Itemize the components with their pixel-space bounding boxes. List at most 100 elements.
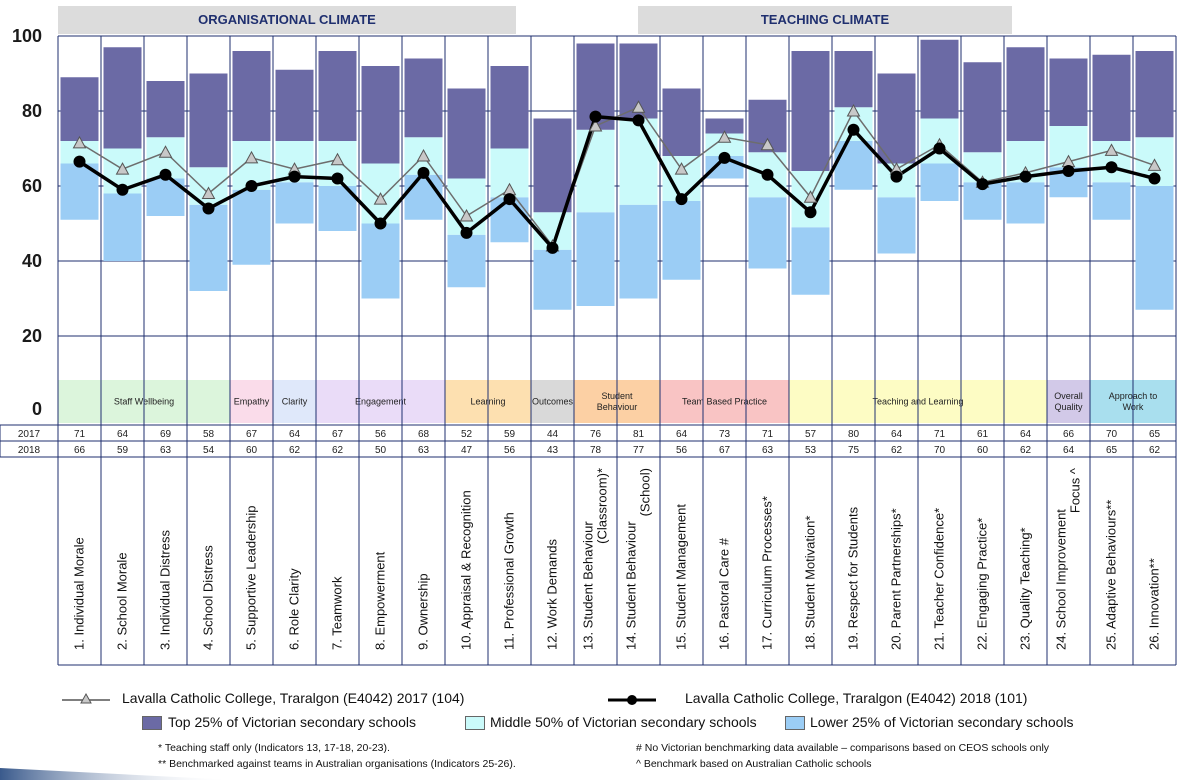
table-cell: 68 <box>418 429 430 440</box>
benchmark-top-bar <box>1092 54 1131 141</box>
benchmark-top-bar <box>920 39 959 119</box>
group-label: Outcomes <box>532 397 574 407</box>
data-point-2017 <box>717 130 732 143</box>
footnote-catholic: ^ Benchmark based on Australian Catholic… <box>636 758 872 770</box>
data-point-2018 <box>546 241 559 254</box>
group-band <box>1047 380 1090 423</box>
table-cell: 76 <box>590 429 602 440</box>
data-point-2017 <box>158 145 173 158</box>
benchmark-middle-bar <box>447 178 486 235</box>
table-cell: 65 <box>1106 445 1118 456</box>
benchmark-middle-bar <box>60 141 99 164</box>
data-point-2018 <box>976 178 989 191</box>
data-point-2017 <box>416 148 431 162</box>
section-header-bar <box>58 6 516 34</box>
legend-2017-marker <box>62 692 110 704</box>
indicator-label: (Classroom)* <box>595 468 610 544</box>
group-band <box>316 380 445 423</box>
table-cell: 63 <box>418 445 430 456</box>
table-cell: 71 <box>74 429 86 440</box>
section-header-label: ORGANISATIONAL CLIMATE <box>198 12 376 27</box>
legend-2018-marker <box>608 695 656 705</box>
data-point-2018 <box>159 168 172 181</box>
group-label: Engagement <box>355 397 407 407</box>
benchmark-top-bar <box>447 88 486 179</box>
table-cell: 54 <box>203 445 215 456</box>
benchmark-lower-bar <box>361 223 400 299</box>
benchmark-lower-bar <box>404 174 443 220</box>
data-point-2018 <box>804 206 817 219</box>
benchmark-top-bar <box>146 81 185 138</box>
data-point-2017 <box>115 162 130 175</box>
table-cell: 64 <box>676 429 688 440</box>
group-band <box>273 380 316 423</box>
benchmark-top-bar <box>963 62 1002 153</box>
table-cell: 56 <box>375 429 387 440</box>
table-cell: 43 <box>547 445 559 456</box>
indicator-label: 3. Individual Distress <box>158 530 173 650</box>
table-cell: 81 <box>633 429 645 440</box>
group-label: Team Based Practice <box>682 397 767 407</box>
indicator-label: 21. Teacher Confidence* <box>932 508 947 650</box>
group-label: Overall <box>1054 391 1083 401</box>
y-tick-label: 20 <box>22 326 42 346</box>
table-cell: 61 <box>977 429 989 440</box>
indicator-label: Focus ^ <box>1068 467 1083 513</box>
data-point-2018 <box>847 123 860 136</box>
benchmark-top-bar <box>1006 47 1045 141</box>
table-cell: 67 <box>332 429 344 440</box>
benchmark-top-bar <box>275 69 314 141</box>
data-point-2018 <box>245 180 258 192</box>
indicator-label: 11. Professional Growth <box>502 512 517 650</box>
benchmark-lower-bar <box>662 201 701 280</box>
indicator-label: 10. Appraisal & Recognition <box>459 490 474 650</box>
indicator-label: 24. School Improvement <box>1054 509 1069 650</box>
data-point-2018 <box>288 170 301 183</box>
table-cell: 62 <box>289 445 301 456</box>
indicator-label: (School) <box>638 468 653 516</box>
table-cell: 67 <box>246 429 258 440</box>
footnote-benchmarked: ** Benchmarked against teams in Australi… <box>158 758 516 770</box>
indicator-label: 23. Quality Teaching* <box>1018 527 1033 650</box>
section-header-label: TEACHING CLIMATE <box>761 12 890 27</box>
benchmark-top-bar <box>834 51 873 108</box>
data-point-2018 <box>1105 161 1118 174</box>
table-cell: 50 <box>375 445 387 456</box>
benchmark-chart: ORGANISATIONAL CLIMATE TEACHING CLIMATESt… <box>0 6 1177 666</box>
benchmark-lower-bar <box>791 227 830 295</box>
indicator-label: 5. Supportive Leadership <box>244 505 259 650</box>
table-cell: 62 <box>1020 445 1032 456</box>
data-point-2017 <box>72 135 87 149</box>
table-cell: 62 <box>1149 445 1161 456</box>
benchmark-lower-bar <box>619 204 658 299</box>
footnote-teaching-staff: * Teaching staff only (Indicators 13, 17… <box>158 742 390 754</box>
benchmark-top-bar <box>705 118 744 134</box>
table-cell: 71 <box>762 429 774 440</box>
data-point-2017 <box>760 137 775 151</box>
table-row-label: 2018 <box>18 445 41 456</box>
section-header-bar <box>638 6 1012 34</box>
benchmark-top-bar <box>533 118 572 213</box>
data-point-2017 <box>631 100 646 113</box>
data-point-2017 <box>330 152 345 166</box>
benchmark-top-bar <box>189 73 228 168</box>
table-cell: 57 <box>805 429 817 440</box>
data-point-2018 <box>1062 165 1075 177</box>
table-cell: 67 <box>719 445 731 456</box>
data-point-2018 <box>718 151 731 164</box>
indicator-label: 17. Curriculum Processes* <box>760 496 775 650</box>
table-cell: 69 <box>160 429 172 440</box>
data-point-2017 <box>1104 143 1119 156</box>
table-cell: 63 <box>160 445 172 456</box>
table-cell: 64 <box>1063 445 1075 456</box>
benchmark-lower-bar <box>834 141 873 190</box>
data-point-2018 <box>116 183 129 196</box>
indicator-label: 8. Empowerment <box>373 551 388 650</box>
data-point-2017 <box>588 118 603 132</box>
table-cell: 70 <box>1106 429 1118 440</box>
benchmark-lower-bar <box>189 204 228 291</box>
legend-swatch-lower <box>785 716 805 730</box>
indicator-label: 25. Adaptive Behaviours** <box>1104 500 1119 650</box>
data-point-2018 <box>331 172 344 185</box>
legend-label-2017: Lavalla Catholic College, Traralgon (E40… <box>122 690 465 706</box>
